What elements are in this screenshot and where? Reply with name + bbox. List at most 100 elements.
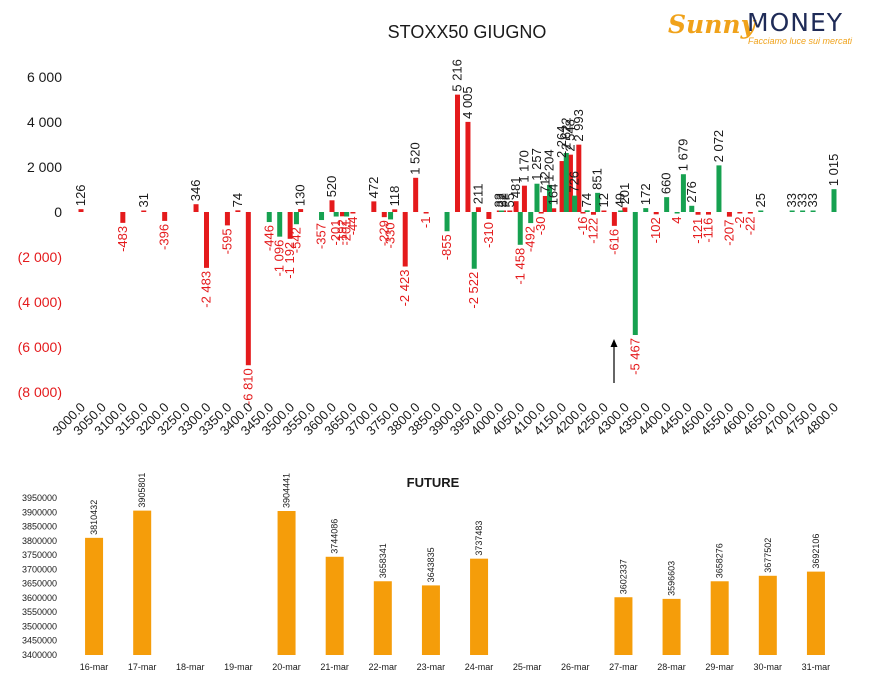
data-label: 3677502 bbox=[763, 538, 773, 573]
bar bbox=[567, 154, 573, 212]
bar bbox=[444, 212, 450, 232]
y-tick-label: 3950000 bbox=[22, 493, 57, 503]
x-axis: 3000.03050.03100.03150.03200.03250.03300… bbox=[49, 400, 841, 439]
bar bbox=[373, 581, 392, 655]
x-tick-label: 20-mar bbox=[272, 662, 301, 672]
bar bbox=[325, 556, 344, 655]
bar bbox=[162, 212, 168, 221]
data-label: 276 bbox=[684, 181, 699, 203]
bar bbox=[653, 212, 659, 215]
data-label: 33 bbox=[784, 193, 799, 207]
bar bbox=[371, 201, 377, 212]
data-label: 49 bbox=[613, 193, 628, 207]
data-labels: 126 -483 31 -396 346 -2 483 -595 74 -6 810 -1 192… bbox=[73, 59, 841, 405]
data-label: -192 bbox=[334, 219, 349, 245]
bar bbox=[572, 195, 578, 212]
data-label: -542 bbox=[288, 227, 303, 253]
data-label: -201 bbox=[328, 220, 343, 246]
y-tick-label: 3550000 bbox=[22, 607, 57, 617]
annotation-arrow bbox=[610, 339, 618, 383]
y-tick-label: (2 000) bbox=[18, 249, 62, 265]
x-tick-label: 26-mar bbox=[561, 662, 590, 672]
bar bbox=[333, 212, 339, 217]
bar bbox=[339, 212, 345, 217]
data-label: -22 bbox=[742, 217, 757, 236]
bar bbox=[810, 210, 816, 212]
bar bbox=[235, 210, 241, 212]
data-label: 851 bbox=[590, 168, 605, 190]
data-label: 5 216 bbox=[450, 59, 465, 92]
bar bbox=[662, 598, 681, 655]
x-tick-label: 27-mar bbox=[609, 662, 638, 672]
bar bbox=[423, 212, 429, 214]
data-label: 1 170 bbox=[516, 150, 531, 183]
bar bbox=[710, 581, 729, 655]
data-label: 2 993 bbox=[571, 109, 586, 142]
bar bbox=[402, 212, 408, 267]
bar bbox=[547, 184, 553, 212]
data-label: -2 483 bbox=[199, 271, 214, 308]
bar bbox=[538, 212, 544, 214]
data-label: -122 bbox=[585, 218, 600, 244]
bar bbox=[674, 212, 680, 214]
bar bbox=[381, 212, 387, 218]
bar bbox=[85, 537, 104, 655]
data-label: 726 bbox=[567, 171, 582, 193]
bar bbox=[528, 212, 534, 224]
x-tick-label: 16-mar bbox=[80, 662, 109, 672]
future-title: FUTURE bbox=[407, 475, 460, 490]
data-label: 4 005 bbox=[460, 86, 475, 119]
data-label: -396 bbox=[157, 224, 172, 250]
data-label: -16 bbox=[575, 217, 590, 236]
bar bbox=[789, 210, 795, 212]
data-label: 3905801 bbox=[137, 473, 147, 508]
bar bbox=[486, 212, 492, 219]
future-chart: FUTURE 3400000 3450000 3500000 3550000 36000… bbox=[22, 473, 831, 672]
data-label: 52 bbox=[496, 193, 511, 207]
stoxx50-chart: STOXX50 GIUGNO 6 000 4 000 2 000 0 (2 000) (4… bbox=[18, 22, 841, 439]
bar bbox=[141, 210, 147, 212]
x-tick-label: 25-mar bbox=[513, 662, 542, 672]
data-label: 2 264 bbox=[554, 126, 569, 159]
bar bbox=[595, 192, 601, 212]
data-label: 660 bbox=[659, 172, 674, 194]
y-tick-label: 3700000 bbox=[22, 564, 57, 574]
data-label: 172 bbox=[638, 183, 653, 205]
y-tick-label: (4 000) bbox=[18, 294, 62, 310]
bar bbox=[470, 558, 489, 655]
bar bbox=[277, 511, 296, 655]
bar bbox=[601, 210, 607, 212]
bar bbox=[455, 94, 460, 212]
bar bbox=[298, 209, 304, 212]
y-tick-label: 0 bbox=[54, 204, 62, 220]
bar bbox=[245, 212, 251, 366]
data-label: 1 257 bbox=[529, 148, 544, 181]
bar bbox=[584, 210, 590, 212]
y-tick-label: 3650000 bbox=[22, 579, 57, 589]
data-label: 712 bbox=[537, 171, 552, 193]
y-tick-label: 3800000 bbox=[22, 536, 57, 546]
bar bbox=[737, 212, 743, 214]
x-tick-label: 31-mar bbox=[802, 662, 831, 672]
data-label: 33 bbox=[805, 193, 820, 207]
data-label: 2 622 bbox=[558, 117, 573, 150]
bar bbox=[224, 212, 230, 226]
bars: 3810432 3905801 3904441 3744086 3658341 36438… bbox=[85, 473, 825, 655]
data-label: 130 bbox=[293, 184, 308, 206]
data-label: 2 072 bbox=[711, 130, 726, 163]
bar bbox=[716, 165, 722, 212]
data-label: -2 423 bbox=[397, 270, 412, 307]
bar bbox=[590, 212, 596, 215]
y-axis: 6 000 4 000 2 000 0 (2 000) (4 000) (6 000) (8 … bbox=[18, 69, 63, 400]
data-label: 481 bbox=[508, 176, 523, 198]
y-tick-label: 3500000 bbox=[22, 621, 57, 631]
data-label: -1 192 bbox=[282, 242, 297, 279]
data-label: 55 bbox=[502, 193, 517, 207]
bar bbox=[800, 210, 806, 212]
data-label: 32 bbox=[491, 193, 506, 207]
data-label: 3596603 bbox=[667, 561, 677, 596]
x-tick-label: 22-mar bbox=[369, 662, 398, 672]
data-label: -30 bbox=[533, 217, 548, 236]
data-label: -483 bbox=[115, 226, 130, 252]
data-label: 3810432 bbox=[89, 500, 99, 535]
